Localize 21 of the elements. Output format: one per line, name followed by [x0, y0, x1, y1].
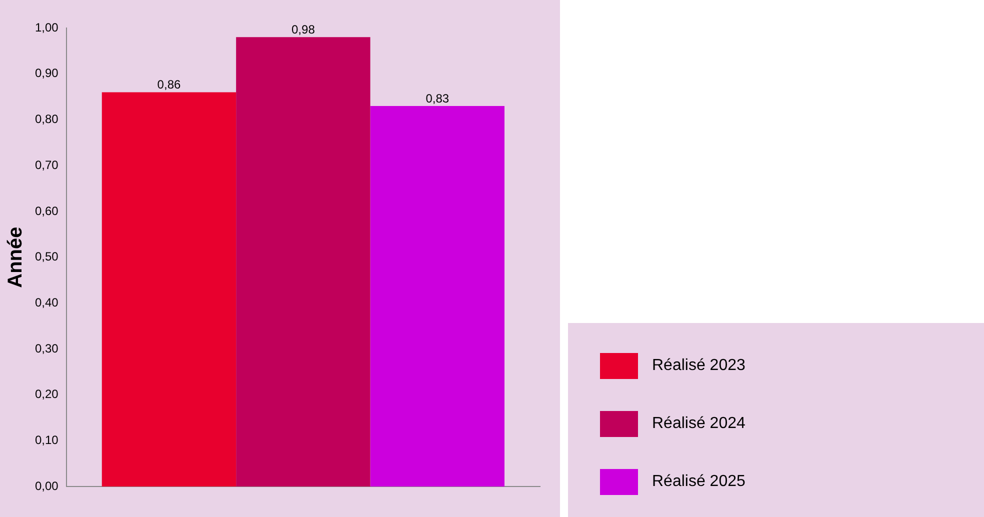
y-tick-label: 0,70: [34, 158, 59, 172]
bar: [236, 37, 370, 487]
y-axis-title: Année: [4, 226, 27, 288]
bar: [102, 92, 236, 487]
y-tick-label: 0,90: [34, 66, 59, 80]
legend-label: Réalisé 2024: [652, 415, 746, 433]
legend-label: Réalisé 2023: [652, 357, 746, 375]
bar: [370, 106, 504, 487]
data-label: 0,86: [157, 78, 181, 92]
data-label: 0,83: [426, 91, 450, 106]
y-tick-label: 0,80: [34, 112, 59, 126]
y-tick-label: 0,60: [34, 204, 59, 218]
data-label: 0,98: [292, 22, 316, 36]
y-tick-label: 0,30: [34, 341, 59, 356]
legend-label: Réalisé 2025: [652, 473, 746, 491]
y-tick-label: 1,00: [34, 20, 59, 34]
y-tick-label: 0,20: [34, 387, 59, 402]
y-tick-label: 0,50: [34, 250, 59, 264]
y-tick-label: 0,00: [34, 478, 59, 493]
y-tick-label: 0,10: [34, 433, 59, 448]
y-tick-label: 0,40: [34, 295, 59, 310]
